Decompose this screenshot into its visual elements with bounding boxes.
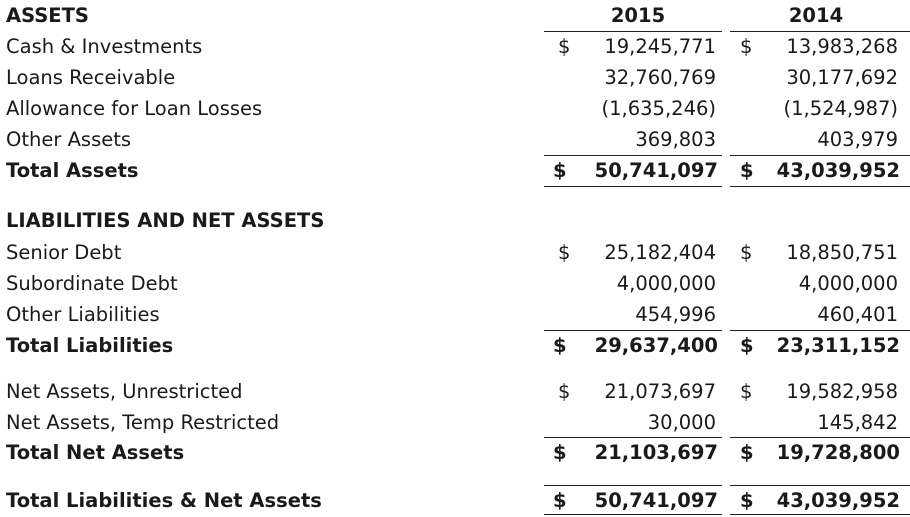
value-2014: 145,842 [817, 411, 898, 434]
subtotal-rule-2015 [544, 437, 722, 438]
row-label: Total Assets [6, 159, 139, 182]
dollar-sign: $ [558, 35, 571, 58]
value-2014: 13,983,268 [786, 35, 898, 58]
value-2014: 19,728,800 [776, 441, 900, 464]
liabilities-heading: LIABILITIES AND NET ASSETS [6, 209, 325, 232]
value-2014: 43,039,952 [776, 489, 900, 512]
row-label: Senior Debt [6, 241, 122, 264]
total-rule-2015 [544, 186, 722, 187]
value-2015: 454,996 [635, 303, 716, 326]
grand-total-bottom-rule-2014 [730, 514, 910, 515]
value-2015: 29,637,400 [594, 334, 718, 357]
table-row: Loans Receivable 32,760,769 30,177,692 [0, 64, 910, 92]
table-row: Net Assets, Unrestricted $ 21,073,697 $ … [0, 378, 910, 406]
value-2015: 21,103,697 [594, 441, 718, 464]
table-row: Net Assets, Temp Restricted 30,000 145,8… [0, 409, 910, 437]
value-2014: (1,524,987) [783, 97, 898, 120]
value-2015: 21,073,697 [604, 380, 716, 403]
table-row: Cash & Investments $ 19,245,771 $ 13,983… [0, 33, 910, 61]
table-row: Other Liabilities 454,996 460,401 [0, 301, 910, 329]
value-2015: (1,635,246) [601, 97, 716, 120]
value-2014: 4,000,000 [798, 272, 898, 295]
value-2014: 460,401 [817, 303, 898, 326]
dollar-sign: $ [558, 380, 571, 403]
value-2015: 19,245,771 [604, 35, 716, 58]
value-2014: 23,311,152 [776, 334, 900, 357]
row-label: Net Assets, Temp Restricted [6, 411, 280, 434]
row-label: Subordinate Debt [6, 272, 178, 295]
row-label: Cash & Investments [6, 35, 203, 58]
row-label: Loans Receivable [6, 66, 176, 89]
dollar-sign: $ [740, 334, 754, 357]
column-header-2014: 2014 [788, 4, 844, 27]
value-2014: 403,979 [817, 128, 898, 151]
dollar-sign: $ [553, 334, 567, 357]
dollar-sign: $ [553, 489, 567, 512]
grand-total-bottom-rule-2015 [544, 514, 722, 515]
section-heading-row: LIABILITIES AND NET ASSETS [0, 207, 910, 235]
row-label: Allowance for Loan Losses [6, 97, 263, 120]
dollar-sign: $ [740, 159, 754, 182]
table-row: Senior Debt $ 25,182,404 $ 18,850,751 [0, 239, 910, 267]
total-rule-2014 [730, 186, 910, 187]
row-label: Total Liabilities [6, 334, 174, 357]
value-2014: 18,850,751 [786, 241, 898, 264]
dollar-sign: $ [740, 35, 753, 58]
grand-total-row: Total Liabilities & Net Assets $50,741,0… [0, 487, 910, 515]
value-2015: 32,760,769 [604, 66, 716, 89]
header-rule-2015 [544, 31, 722, 32]
table-row: Other Assets 369,803 403,979 [0, 126, 910, 154]
value-2015: 50,741,097 [594, 489, 718, 512]
subtotal-rule-2014 [730, 155, 910, 156]
row-label: Other Liabilities [6, 303, 160, 326]
dollar-sign: $ [740, 380, 753, 403]
dollar-sign: $ [553, 441, 567, 464]
table-row: Allowance for Loan Losses (1,635,246) (1… [0, 95, 910, 123]
total-assets-row: Total Assets $50,741,097 $43,039,952 [0, 157, 910, 185]
assets-heading: ASSETS [6, 4, 89, 27]
dollar-sign: $ [740, 241, 753, 264]
subtotal-rule-2015 [544, 330, 722, 331]
dollar-sign: $ [553, 159, 567, 182]
value-2015: 30,000 [647, 411, 716, 434]
column-header-2015: 2015 [610, 4, 666, 27]
grand-total-top-rule-2014 [730, 485, 910, 486]
grand-total-top-rule-2015 [544, 485, 722, 486]
value-2015: 369,803 [635, 128, 716, 151]
value-2015: 25,182,404 [604, 241, 716, 264]
value-2015: 50,741,097 [594, 159, 718, 182]
header-rule-2014 [730, 31, 910, 32]
value-2015: 4,000,000 [616, 272, 716, 295]
dollar-sign: $ [740, 441, 754, 464]
subtotal-rule-2015 [544, 155, 722, 156]
total-liabilities-row: Total Liabilities $29,637,400 $23,311,15… [0, 332, 910, 360]
row-label: Total Net Assets [6, 441, 185, 464]
row-label: Total Liabilities & Net Assets [6, 489, 322, 512]
subtotal-rule-2014 [730, 330, 910, 331]
dollar-sign: $ [740, 489, 754, 512]
row-label: Net Assets, Unrestricted [6, 380, 243, 403]
header-row: ASSETS 2015 2014 [0, 2, 910, 30]
subtotal-rule-2014 [730, 437, 910, 438]
value-2014: 19,582,958 [786, 380, 898, 403]
dollar-sign: $ [558, 241, 571, 264]
total-net-assets-row: Total Net Assets $21,103,697 $19,728,800 [0, 439, 910, 467]
table-row: Subordinate Debt 4,000,000 4,000,000 [0, 270, 910, 298]
value-2014: 30,177,692 [786, 66, 898, 89]
row-label: Other Assets [6, 128, 132, 151]
value-2014: 43,039,952 [776, 159, 900, 182]
